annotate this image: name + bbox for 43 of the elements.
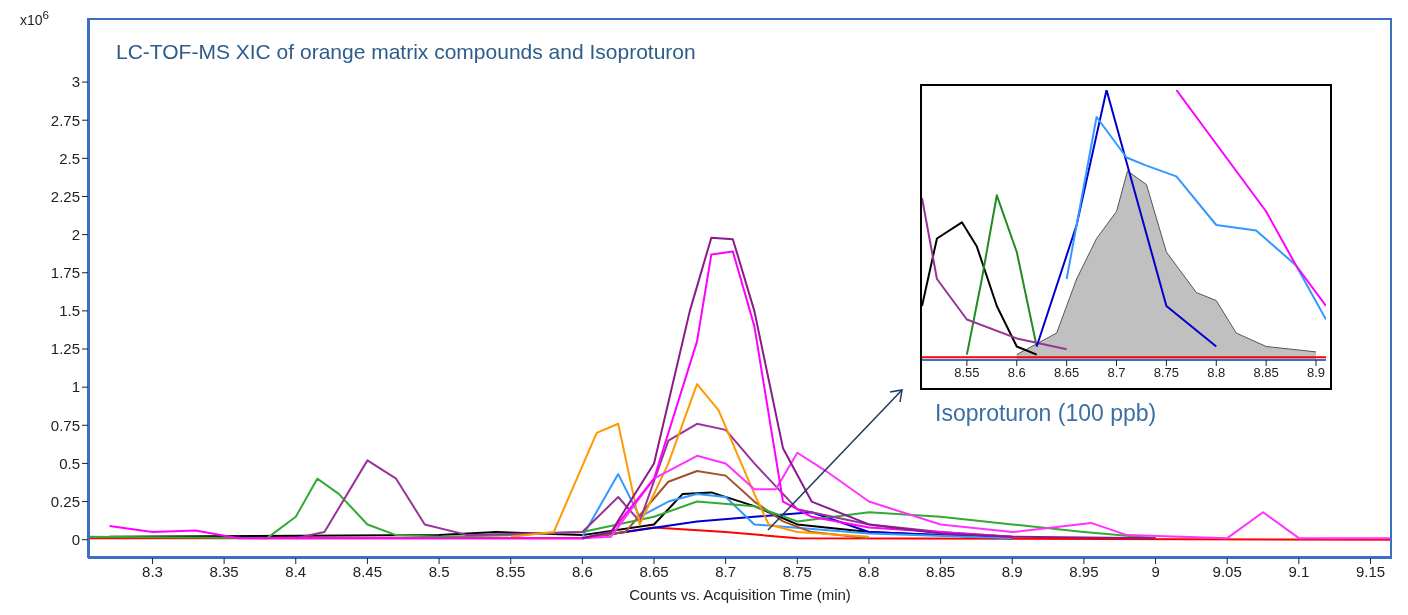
x-tick-label: 8.65	[1053, 365, 1080, 381]
x-tick-label: 8.75	[1153, 365, 1180, 381]
x-tick-label: 8.8	[858, 562, 880, 580]
x-tick-label: 8.6	[1007, 365, 1026, 381]
x-tick-label: 8.35	[209, 562, 239, 580]
x-axis-title: Counts vs. Acquisition Time (min)	[628, 586, 852, 603]
x-tick-label: 8.55	[496, 562, 526, 580]
y-tick-label: 0.75	[50, 416, 80, 434]
x-tick-label: 8.8	[1207, 365, 1226, 381]
x-tick-label: 8.85	[926, 562, 956, 580]
y-tick-label: 2	[71, 225, 80, 243]
text: LC-TOF-MS XIC of orange matrix compounds and Isoproturon	[116, 40, 696, 64]
x-tick-label: 8.55	[954, 365, 980, 381]
annotation: Isoproturon (100 ppb)	[935, 400, 1157, 427]
y-tick-label: 1.25	[50, 340, 80, 358]
y-tick-label: 0.5	[59, 454, 80, 472]
x-tick-label: 8.95	[1069, 562, 1099, 580]
x-tick-label: 8.65	[639, 562, 669, 580]
x-tick-label: 8.5	[428, 562, 450, 580]
y-tick-label: 2.75	[50, 111, 80, 129]
x-tick-label: 8.6	[571, 562, 593, 580]
x-tick-label: 8.75	[782, 562, 812, 580]
y-tick-label: 2.5	[59, 149, 80, 167]
x-tick-label: 9.15	[1355, 562, 1386, 580]
x-tick-label: 8.7	[1107, 365, 1126, 381]
x-tick-label: 9.1	[1288, 562, 1310, 580]
x-tick-label: 8.3	[142, 562, 163, 580]
x-tick-label: 8.4	[285, 562, 307, 580]
y-axis-title: x10$^{6}$	[20, 8, 50, 28]
x-tick-label: 8.45	[352, 562, 383, 580]
y-tick-label: 1.75	[50, 264, 80, 282]
y-tick-label: 3	[71, 73, 80, 91]
y-tick-label: 1.5	[59, 302, 80, 320]
x-tick-label: 8.7	[715, 562, 737, 580]
x-tick-label: 9	[1151, 562, 1160, 580]
x-tick-label: 8.9	[1306, 365, 1326, 381]
y-tick-label: 0	[71, 531, 80, 549]
x-tick-label: 8.9	[1001, 562, 1023, 580]
x-tick-label: 8.85	[1253, 365, 1279, 381]
y-tick-label: 2.25	[50, 187, 80, 205]
y-tick-label: 0.25	[50, 492, 80, 510]
x-tick-label: 9.05	[1212, 562, 1242, 580]
y-tick-label: 1	[71, 378, 80, 396]
